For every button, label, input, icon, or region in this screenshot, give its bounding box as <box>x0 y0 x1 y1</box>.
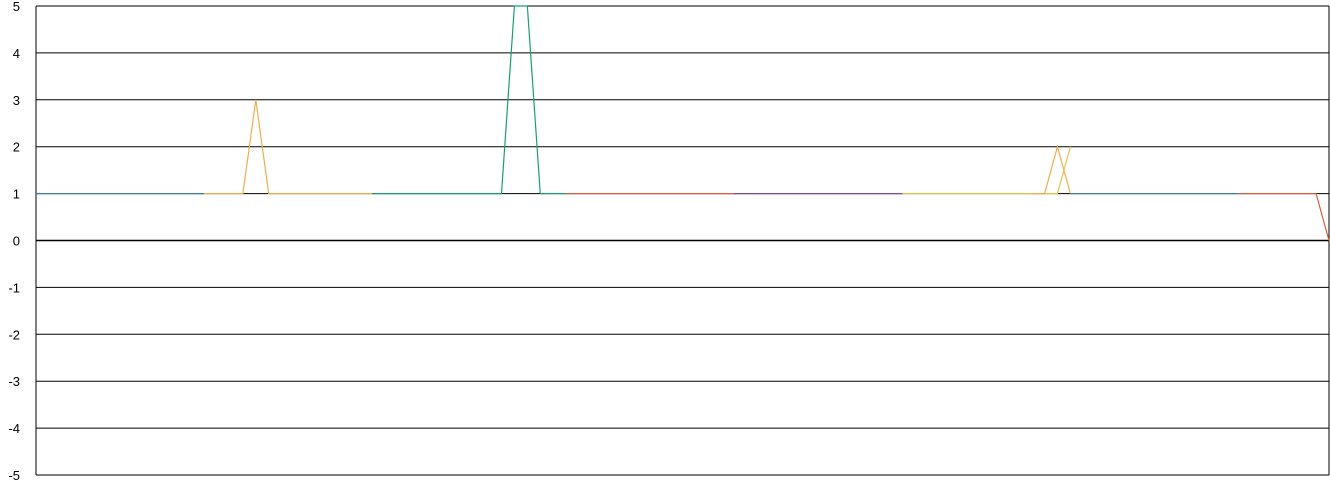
grid-layer <box>36 5 1329 476</box>
y-tick-label: 2 <box>13 140 20 155</box>
series-line-7 <box>902 146 1071 195</box>
y-tick-label: -4 <box>8 421 20 436</box>
tick-layer: 5 4 3 2 1 0 -1 -2 -3 -4 -5 <box>8 0 20 483</box>
series-layer <box>36 5 1330 241</box>
y-tick-label: -1 <box>8 280 20 295</box>
y-tick-label: 0 <box>13 234 20 249</box>
series-line-8 <box>1031 144 1071 195</box>
y-tick-label: -5 <box>8 468 20 482</box>
y-tick-label: -2 <box>8 327 20 342</box>
y-tick-label: -3 <box>8 374 20 389</box>
y-tick-label: 1 <box>13 187 20 202</box>
series-line-1 <box>204 99 373 195</box>
series-line-2 <box>372 5 541 195</box>
y-tick-label: 3 <box>13 93 20 108</box>
y-tick-label: 5 <box>13 0 20 14</box>
y-tick-label: 4 <box>13 46 20 61</box>
series-line-10 <box>1238 193 1330 241</box>
